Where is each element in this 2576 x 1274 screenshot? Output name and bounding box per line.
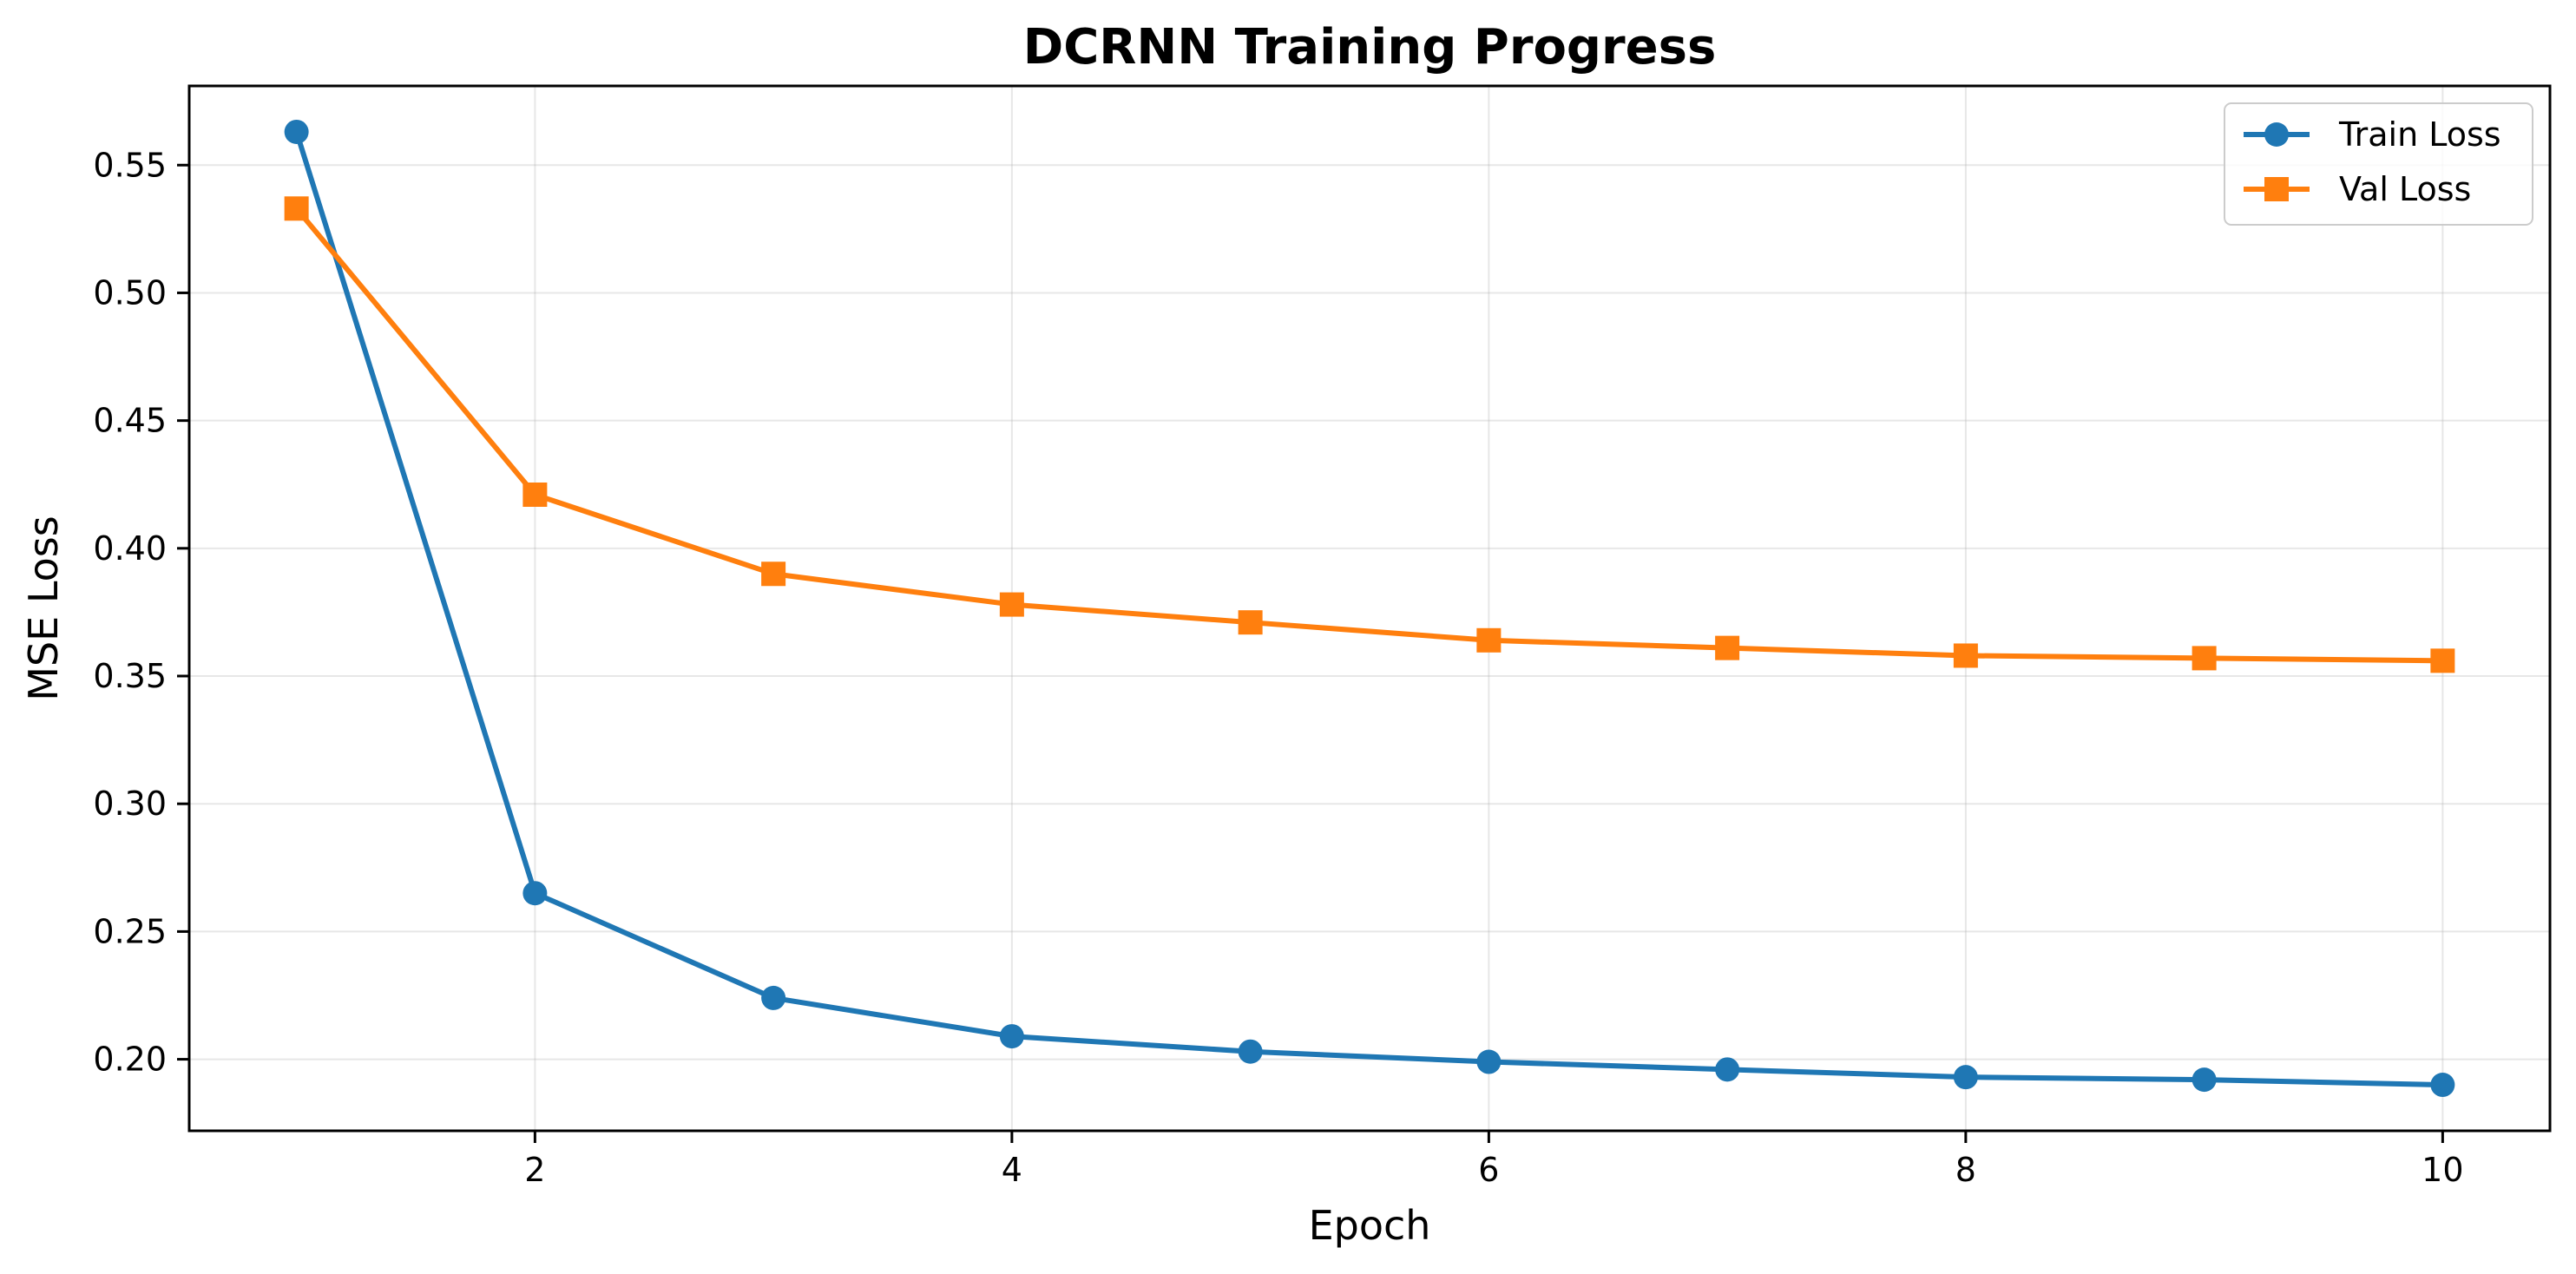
train-loss-point [999,1024,1024,1049]
y-tick-label: 0.40 [93,529,167,568]
train-loss-point [2430,1073,2455,1098]
train-loss-point [1953,1065,1978,1090]
val-loss-point [2192,646,2217,671]
val-loss-point [522,483,548,508]
axis-ticks: 2 4 6 8 10 0.20 0.25 0.30 0.35 0.40 0.45 0.50 0.55 [93,146,2463,1189]
legend-val-loss-marker [2264,177,2289,201]
train-loss-point [284,119,309,144]
y-tick-label: 0.35 [93,657,167,695]
val-loss-point [284,196,309,221]
val-loss-point [2430,648,2455,673]
legend-val-loss-label: Val Loss [2339,170,2471,208]
y-tick-label: 0.20 [93,1041,167,1079]
x-tick-label: 4 [1002,1151,1022,1189]
val-loss-line [293,206,2446,664]
val-loss-point [761,561,786,587]
chart-title: DCRNN Training Progress [1023,19,1717,76]
train-loss-point [1476,1049,1502,1074]
train-loss-point [522,881,548,906]
val-loss-point [1238,610,1263,635]
series-layer [284,119,2455,1098]
val-loss-point [1953,643,1978,668]
y-tick-label: 0.45 [93,402,167,440]
x-tick-label: 10 [2422,1151,2463,1189]
legend-train-loss-label: Train Loss [2338,115,2501,154]
legend: Train Loss Val Loss [2224,102,2533,226]
val-loss-point [1715,635,1740,660]
plot-frame [187,84,2552,1133]
val-loss-point [1476,627,1502,653]
x-axis-label: Epoch [1309,1202,1431,1249]
train-loss-point [1238,1039,1263,1064]
train-loss-point [1715,1057,1740,1082]
train-loss-line [293,128,2446,1088]
x-tick-label: 8 [1955,1151,1976,1189]
legend-train-loss-marker [2264,122,2289,147]
x-tick-label: 6 [1478,1151,1499,1189]
y-tick-label: 0.50 [93,273,167,312]
y-axis-label: MSE Loss [20,516,67,700]
train-loss-point [761,985,786,1010]
y-tick-label: 0.25 [93,912,167,950]
y-tick-label: 0.30 [93,785,167,823]
train-loss-point [2192,1067,2217,1093]
y-tick-label: 0.55 [93,146,167,184]
val-loss-point [999,592,1024,617]
x-tick-label: 2 [524,1151,545,1189]
